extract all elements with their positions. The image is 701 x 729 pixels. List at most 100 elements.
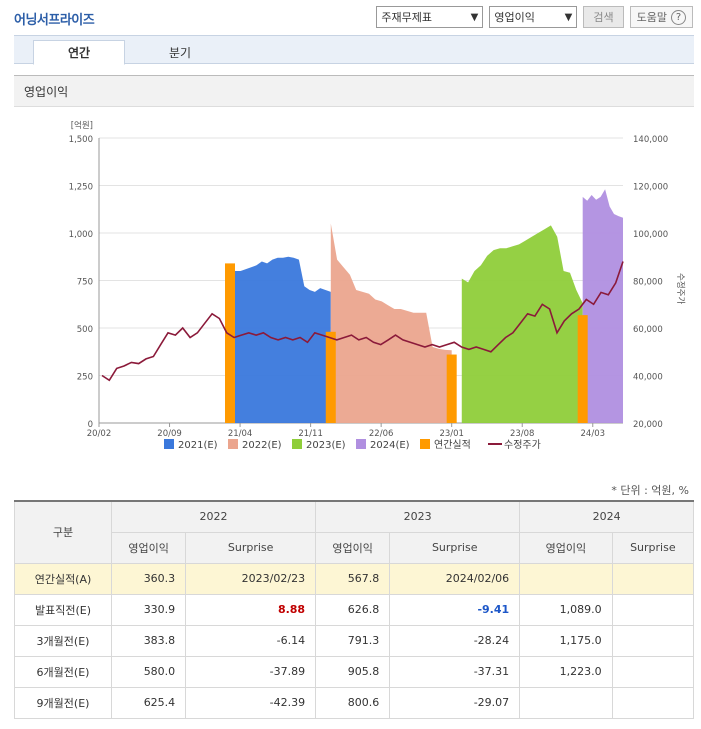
surprise-table: 구분 2022 2023 2024 영업이익 Surprise 영업이익 Sur… xyxy=(14,500,695,719)
actual-bar xyxy=(225,263,235,423)
table-row: 연간실적(A) 360.3 2023/02/23 567.8 2024/02/06 xyxy=(14,562,695,595)
price-line xyxy=(101,261,624,382)
surprise-cell: -29.07 xyxy=(389,686,521,719)
earnings-chart: 0 250 500 750 1,000 1,250 1,500 20,000 40,000 60,… xyxy=(69,120,686,451)
y2-tick-label: 120,000 xyxy=(633,183,668,193)
chevron-down-icon: ▼ xyxy=(470,11,479,23)
table-row: 9개월전(E) 625.4 -42.39 800.6 -29.07 xyxy=(14,686,695,719)
legend-item: 수정주가 xyxy=(504,439,541,451)
search-button[interactable]: 검색 xyxy=(583,6,624,28)
x-tick-label: 23/01 xyxy=(439,429,464,439)
surprise-cell xyxy=(611,624,695,657)
y-tick-label: 1,000 xyxy=(69,230,93,240)
col-header-surprise: Surprise xyxy=(389,531,521,564)
help-button[interactable]: 도움말 ? xyxy=(629,6,693,28)
op-income-cell: 1,223.0 xyxy=(519,655,613,688)
y-tick-label: 500 xyxy=(77,325,93,335)
legend-swatch xyxy=(292,439,302,449)
row-label: 발표직전(E) xyxy=(14,593,112,626)
row-label: 6개월전(E) xyxy=(14,655,112,688)
y2-tick-label: 20,000 xyxy=(633,420,663,430)
x-tick-label: 22/06 xyxy=(369,429,394,439)
x-tick-label: 24/03 xyxy=(581,429,606,439)
surprise-cell xyxy=(611,655,695,688)
legend-item: 2024(E) xyxy=(370,440,410,451)
year-header: 2024 xyxy=(519,500,694,533)
actual-bar xyxy=(446,354,457,423)
y-tick-label: 1,250 xyxy=(69,183,93,193)
row-label: 3개월전(E) xyxy=(14,624,112,657)
legend-swatch xyxy=(420,439,430,449)
y-axis-unit: [억원] xyxy=(71,120,93,131)
table-row: 발표직전(E) 330.9 8.88 626.8 -9.41 1,089.0 xyxy=(14,593,695,626)
legend-item: 연간실적 xyxy=(434,439,471,451)
surprise-cell xyxy=(611,593,695,626)
surprise-cell: 2024/02/06 xyxy=(389,562,521,595)
statement-type-select[interactable]: 주재무제표 ▼ xyxy=(376,6,484,28)
y-tick-label: 1,500 xyxy=(69,135,93,145)
metric-select[interactable]: 영업이익 ▼ xyxy=(489,6,578,28)
y2-axis-label: 수정주가 xyxy=(675,273,686,304)
op-income-cell: 1,089.0 xyxy=(519,593,613,626)
estimate-area-2022e xyxy=(330,223,452,423)
surprise-cell: -37.89 xyxy=(185,655,317,688)
search-button-label: 검색 xyxy=(593,11,614,24)
actual-bar xyxy=(577,315,588,423)
legend-item: 2021(E) xyxy=(178,440,218,451)
col-header-surprise: Surprise xyxy=(611,531,695,564)
col-header-surprise: Surprise xyxy=(185,531,317,564)
x-tick-label: 21/04 xyxy=(228,429,253,439)
unit-note: * 단위 : 억원, % xyxy=(611,484,689,497)
page-title: 어닝서프라이즈 xyxy=(14,13,95,28)
tab-quarterly[interactable]: 분기 xyxy=(168,46,192,60)
toolbar: 주재무제표 ▼ 영업이익 ▼ 검색 도움말 ? xyxy=(376,5,693,29)
section-title: 영업이익 xyxy=(24,84,69,99)
y2-tick-label: 40,000 xyxy=(633,373,663,383)
surprise-cell: -37.31 xyxy=(389,655,521,688)
legend-swatch xyxy=(356,439,366,449)
estimate-area-2024e xyxy=(582,189,623,423)
table-row: 3개월전(E) 383.8 -6.14 791.3 -28.24 1,175.0 xyxy=(14,624,695,657)
op-income-cell: 791.3 xyxy=(315,624,391,657)
op-income-cell: 383.8 xyxy=(110,624,187,657)
x-tick-label: 20/09 xyxy=(157,429,182,439)
op-income-cell: 360.3 xyxy=(110,562,187,595)
chevron-down-icon: ▼ xyxy=(564,11,573,23)
section-header: 영업이익 xyxy=(14,75,694,107)
op-income-cell: 905.8 xyxy=(315,655,391,688)
op-income-cell: 800.6 xyxy=(315,686,391,719)
op-income-cell xyxy=(519,562,613,595)
surprise-cell xyxy=(611,562,695,595)
op-income-cell: 626.8 xyxy=(315,593,391,626)
tab-annual[interactable]: 연간 xyxy=(33,40,125,65)
op-income-cell: 625.4 xyxy=(110,686,187,719)
surprise-cell: -6.14 xyxy=(185,624,317,657)
surprise-cell: 2023/02/23 xyxy=(185,562,317,595)
op-income-cell: 1,175.0 xyxy=(519,624,613,657)
col-header-op-income: 영업이익 xyxy=(315,531,391,564)
y2-tick-label: 60,000 xyxy=(633,325,663,335)
table-row: 6개월전(E) 580.0 -37.89 905.8 -37.31 1,223.0 xyxy=(14,655,695,688)
y2-tick-label: 100,000 xyxy=(633,230,668,240)
table-corner: 구분 xyxy=(14,500,112,564)
y2-tick-label: 140,000 xyxy=(633,135,668,145)
period-tabs: 연간 분기 xyxy=(14,35,694,65)
col-header-op-income: 영업이익 xyxy=(519,531,613,564)
surprise-cell: -9.41 xyxy=(389,593,521,626)
legend-item: 2023(E) xyxy=(306,440,346,451)
legend-swatch xyxy=(228,439,238,449)
surprise-cell: -42.39 xyxy=(185,686,317,719)
x-tick-label: 20/02 xyxy=(87,429,112,439)
legend-swatch xyxy=(164,439,174,449)
y-tick-label: 0 xyxy=(88,420,93,430)
question-icon: ? xyxy=(671,9,686,25)
y-tick-label: 250 xyxy=(77,373,93,383)
surprise-cell: -28.24 xyxy=(389,624,521,657)
op-income-cell: 580.0 xyxy=(110,655,187,688)
op-income-cell xyxy=(519,686,613,719)
actual-bar xyxy=(325,331,336,423)
surprise-cell xyxy=(611,686,695,719)
op-income-cell: 567.8 xyxy=(315,562,391,595)
help-button-label: 도움말 xyxy=(636,11,667,24)
x-tick-label: 21/11 xyxy=(298,429,323,439)
